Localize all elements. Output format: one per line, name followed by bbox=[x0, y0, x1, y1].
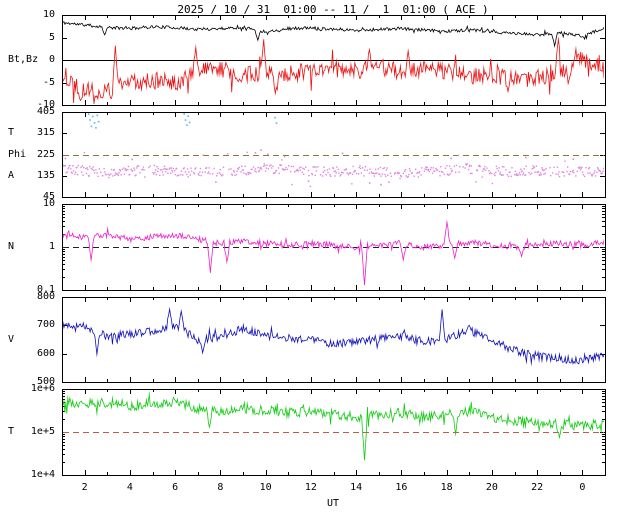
y-tick-label: 500 bbox=[36, 376, 55, 387]
y-tick-label: 0 bbox=[48, 54, 55, 65]
axis-letter-label: Phi bbox=[8, 148, 27, 160]
y-tick-label: 315 bbox=[36, 127, 55, 139]
axis-letter-label: T bbox=[8, 127, 15, 139]
x-tick-label: 0 bbox=[579, 482, 586, 493]
x-tick-label: 16 bbox=[395, 482, 408, 493]
y-tick-label: 600 bbox=[36, 347, 55, 359]
y-tick-label: 10 bbox=[42, 9, 55, 20]
y-tick-label: 1e+5 bbox=[30, 426, 55, 437]
panel-ylabel: N bbox=[8, 241, 15, 252]
x-tick-label: 18 bbox=[440, 482, 453, 493]
y-tick-label: 0.1 bbox=[36, 284, 55, 295]
x-tick-label: 14 bbox=[350, 482, 363, 493]
y-tick-label: 225 bbox=[36, 148, 55, 160]
x-tick-label: 12 bbox=[304, 482, 317, 493]
y-tick-label: 10 bbox=[42, 198, 55, 209]
y-tick-label: 5 bbox=[48, 31, 55, 43]
x-tick-label: 2 bbox=[81, 482, 88, 493]
y-tick-label: -10 bbox=[36, 99, 55, 110]
y-tick-label: 1e+4 bbox=[30, 469, 55, 480]
x-tick-label: 6 bbox=[172, 482, 179, 493]
x-axis-label: UT bbox=[326, 498, 340, 509]
x-tick-label: 20 bbox=[485, 482, 498, 493]
y-tick-label: -5 bbox=[42, 76, 55, 88]
y-tick-label: 1e+6 bbox=[30, 383, 55, 394]
y-tick-label: 1 bbox=[48, 241, 55, 252]
x-tick-label: 22 bbox=[531, 482, 544, 493]
y-tick-label: 135 bbox=[36, 169, 55, 181]
y-tick-label: 405 bbox=[36, 106, 55, 117]
x-tick-label: 4 bbox=[126, 482, 133, 493]
y-tick-label: 800 bbox=[36, 291, 55, 302]
y-tick-label: 700 bbox=[36, 319, 55, 331]
axis-letter-label: A bbox=[8, 169, 15, 181]
panel-ylabel: T bbox=[8, 426, 15, 437]
y-tick-label: 45 bbox=[42, 191, 55, 202]
panel-ylabel: V bbox=[8, 333, 15, 345]
x-tick-label: 8 bbox=[217, 482, 224, 493]
x-tick-label: 10 bbox=[259, 482, 272, 493]
plot-title: 2025 / 10 / 31 01:00 -- 11 / 1 01:00 ( A… bbox=[177, 3, 489, 16]
panel-ylabel: Bt,Bz bbox=[8, 54, 39, 65]
